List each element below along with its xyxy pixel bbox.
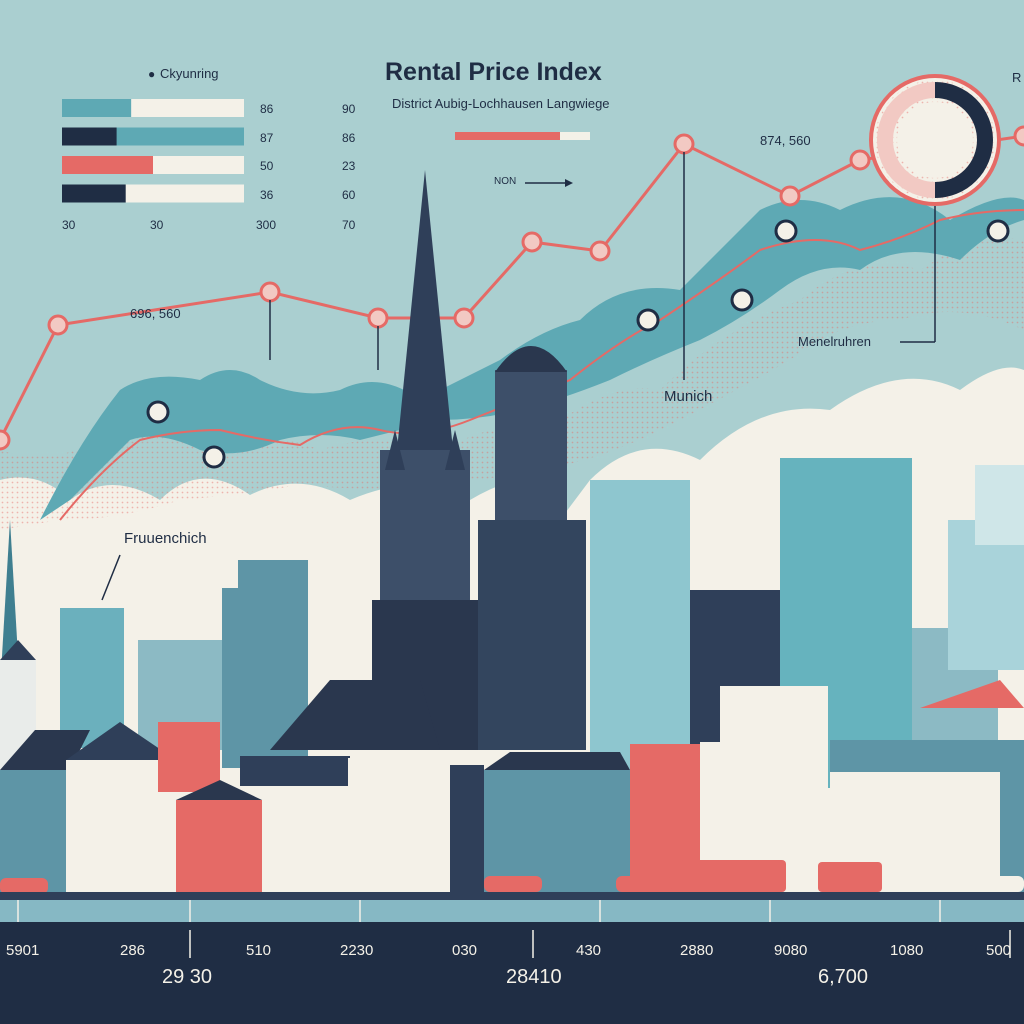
axis-band-light (0, 900, 1024, 922)
legend-value-b: 86 (342, 131, 356, 145)
chart-subtitle: District Aubig-Lochhausen Langwiege (392, 96, 610, 111)
legend-value-b: 23 (342, 159, 356, 173)
legend-label: Ckyunring (160, 66, 219, 81)
data-point (1013, 125, 1024, 147)
axis-tick-label: 9080 (774, 942, 808, 959)
axis-tick-label: 286 (120, 942, 146, 959)
legend-bar-fill (62, 184, 126, 203)
data-point (673, 133, 695, 155)
leader-line (101, 554, 121, 601)
data-point (521, 231, 543, 253)
peak-label: 696, 560 (130, 306, 181, 321)
legend-dot: ● (148, 67, 156, 81)
data-point (589, 240, 611, 262)
axis-tick-label: 510 (246, 942, 272, 959)
legend-bar-fill (62, 127, 117, 146)
donut-chart (869, 74, 1001, 206)
legend-value-b: 60 (342, 188, 356, 202)
legend-axis-label: 300 (256, 218, 277, 232)
data-point (367, 307, 389, 329)
legend-axis-label: 70 (342, 218, 356, 232)
legend-value-a: 87 (260, 131, 274, 145)
legend-bar-fill (62, 99, 132, 117)
data-point (849, 149, 871, 171)
data-point (146, 400, 170, 424)
dotted-wave-band (0, 238, 1024, 530)
axis-ticks (17, 900, 1011, 958)
data-point (47, 314, 69, 336)
munich-label: Munich (664, 388, 713, 405)
axis-tick-label: 430 (576, 942, 602, 959)
legend-bar-fill (62, 156, 153, 174)
axis-summary-label: 28410 (506, 966, 562, 988)
data-point (259, 281, 281, 303)
axis-summary-label: 29 30 (162, 966, 213, 988)
arrow-head (565, 179, 573, 187)
skyline (0, 170, 1024, 900)
legend-axis-label: 30 (150, 218, 164, 232)
axis-band-dark (0, 922, 1024, 1024)
donut-label: Menelruhren (798, 334, 871, 349)
data-point (986, 219, 1010, 243)
series-layer (0, 125, 1024, 469)
top-label: 874, 560 (760, 133, 811, 148)
data-point (0, 429, 11, 451)
arrow-label: NON (494, 176, 517, 187)
axis-tick-label: 500 (986, 942, 1012, 959)
axis-tick-label: 5901 (6, 942, 40, 959)
data-point (779, 185, 801, 207)
data-point (202, 445, 226, 469)
data-point (730, 288, 754, 312)
axis-summary-label: 6,700 (818, 966, 869, 988)
legend-value-a: 50 (260, 159, 274, 173)
legend-value-a: 36 (260, 188, 274, 202)
data-point (636, 308, 660, 332)
subtitle-accent-bar-tail (560, 132, 590, 140)
frauenkirche-label: Fruuenchich (124, 530, 207, 547)
axis-tick-label: 2880 (680, 942, 714, 959)
corner-label: R (1012, 70, 1022, 85)
axis-tick-label: 2230 (340, 942, 374, 959)
subtitle-accent-bar (455, 132, 590, 140)
legend-value-a: 86 (260, 102, 274, 116)
legend-bars (62, 99, 244, 203)
legend-value-b: 90 (342, 102, 356, 116)
legend-axis-label: 30 (62, 218, 76, 232)
chart-title: Rental Price Index (385, 58, 602, 86)
axis-tick-label: 1080 (890, 942, 924, 959)
data-point (453, 307, 475, 329)
axis-tick-label: 030 (452, 942, 478, 959)
data-point (774, 219, 798, 243)
